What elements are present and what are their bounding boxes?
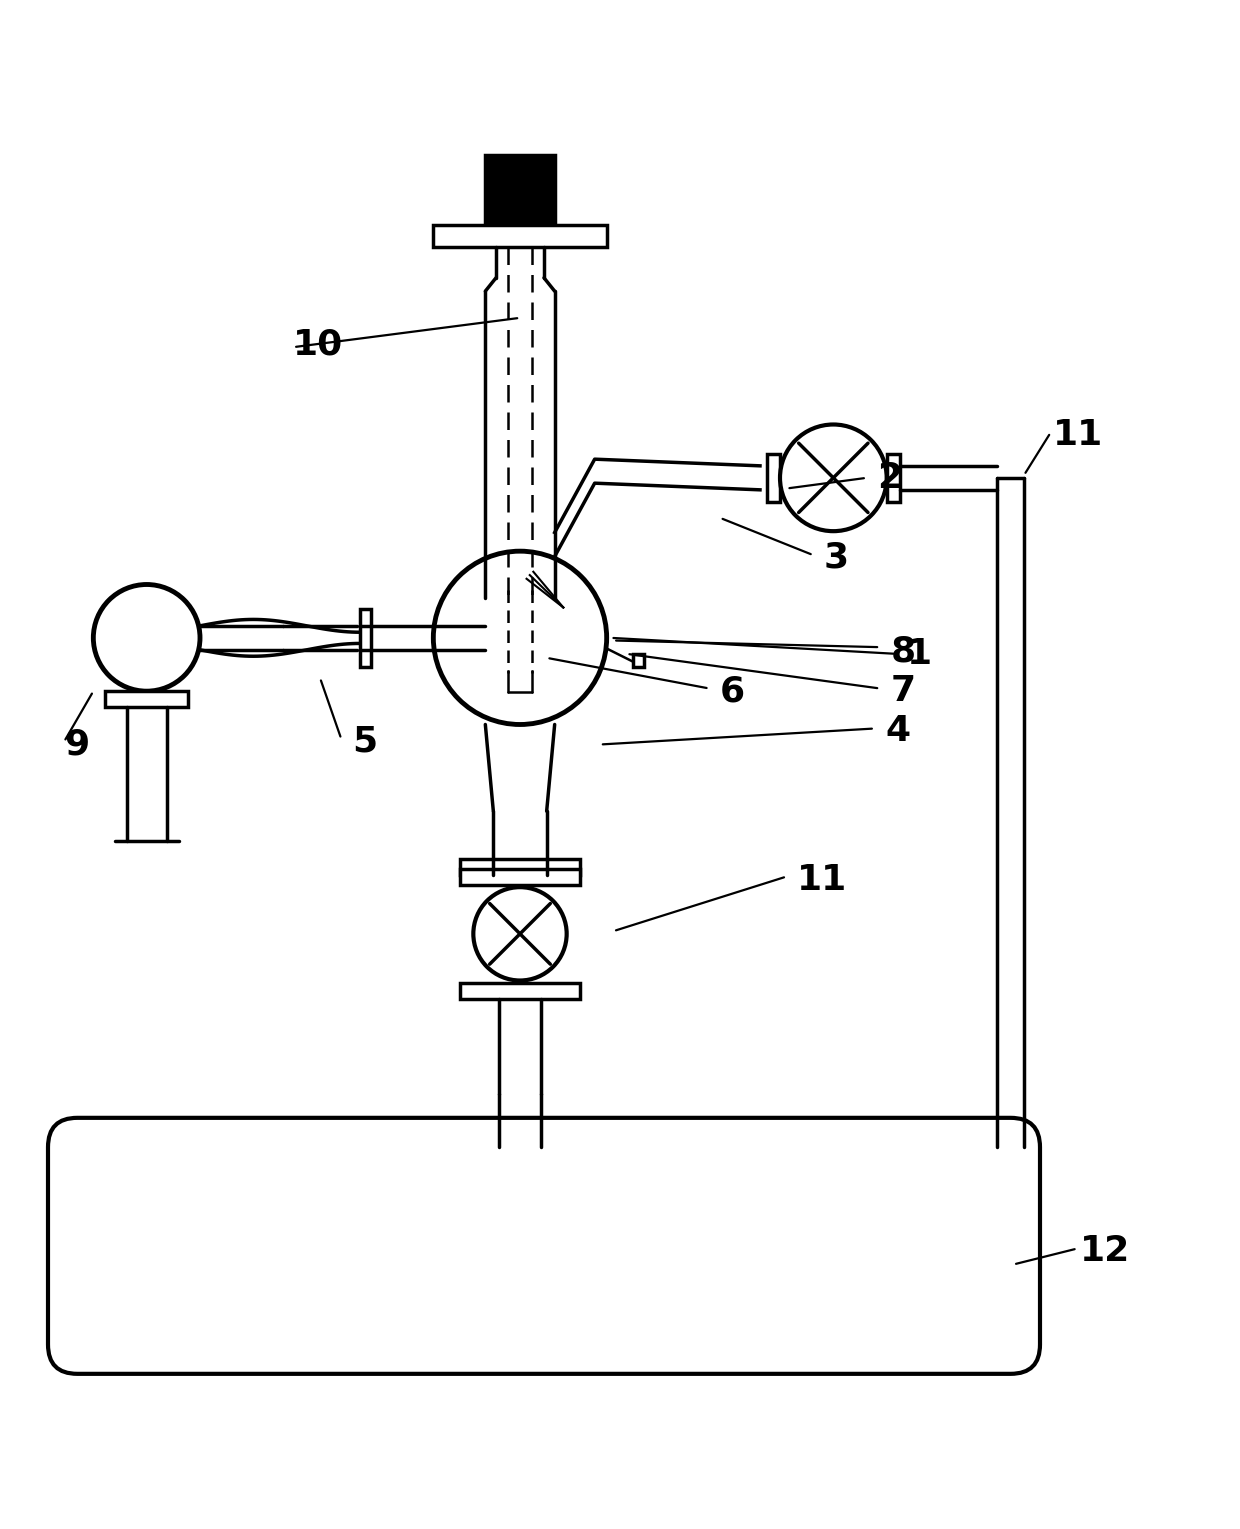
Circle shape	[780, 425, 887, 531]
Text: 11: 11	[1053, 417, 1104, 453]
Bar	[433, 225, 606, 248]
Text: 3: 3	[825, 541, 849, 575]
Bar	[460, 983, 580, 998]
Bar	[634, 654, 644, 667]
Bar	[360, 609, 371, 667]
Bar	[485, 154, 554, 225]
Text: 10: 10	[294, 327, 343, 361]
Text: 6: 6	[720, 674, 745, 708]
Text: 5: 5	[352, 725, 377, 758]
Bar	[887, 454, 900, 502]
Bar	[460, 868, 580, 884]
Circle shape	[93, 584, 200, 691]
Bar	[105, 691, 188, 708]
Text: 8: 8	[890, 635, 916, 668]
Circle shape	[433, 550, 606, 725]
Text: 9: 9	[64, 728, 89, 761]
Circle shape	[474, 887, 567, 980]
Text: 1: 1	[906, 638, 931, 671]
Text: 12: 12	[1080, 1234, 1130, 1268]
Text: 11: 11	[797, 864, 848, 898]
Text: 2: 2	[878, 460, 903, 495]
FancyBboxPatch shape	[48, 1118, 1040, 1375]
Text: 4: 4	[885, 714, 910, 748]
Text: 7: 7	[890, 674, 916, 708]
Bar	[460, 859, 580, 875]
Bar	[766, 454, 780, 502]
